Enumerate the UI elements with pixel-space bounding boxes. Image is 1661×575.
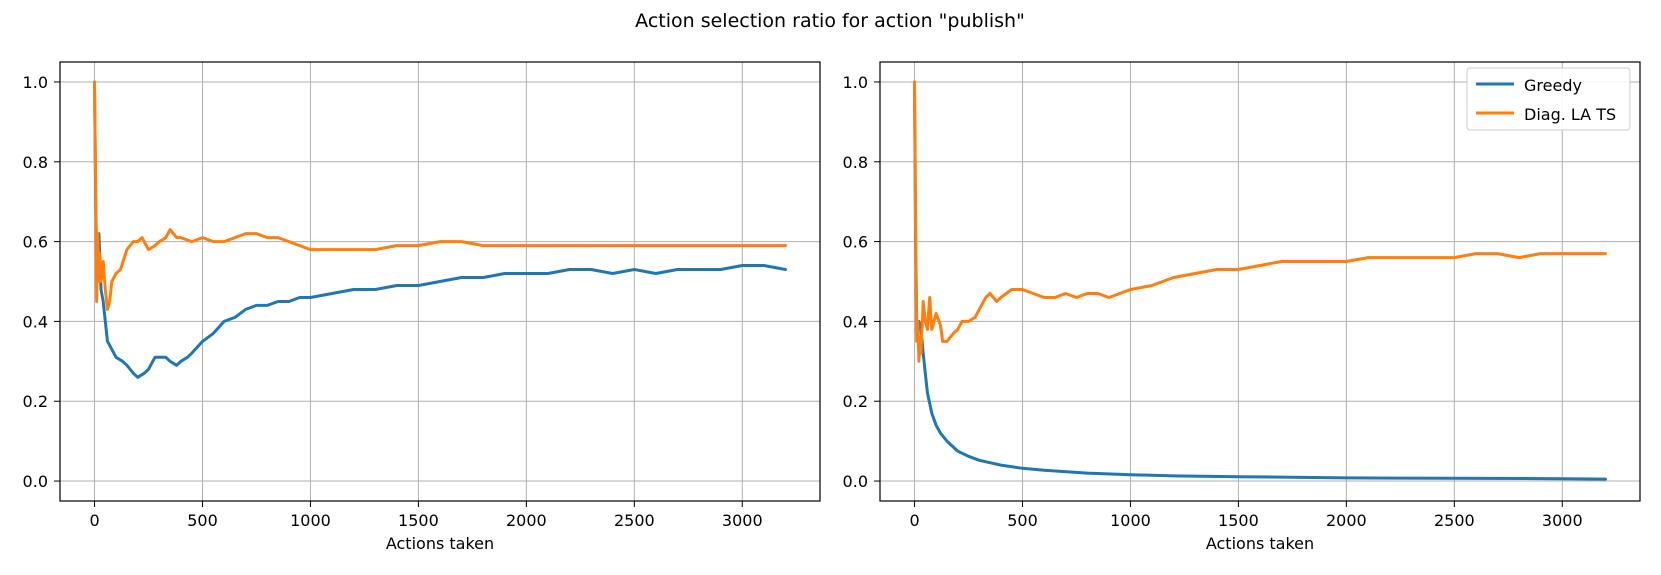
x-tick-label: 500 (187, 511, 218, 530)
y-tick-label: 1.0 (843, 73, 868, 92)
y-tick-label: 0.2 (843, 392, 868, 411)
x-tick-label: 3000 (722, 511, 763, 530)
x-tick-label: 1000 (290, 511, 331, 530)
x-axis-label: Actions taken (1206, 534, 1314, 553)
x-tick-label: 2000 (506, 511, 547, 530)
legend-label-greedy: Greedy (1524, 76, 1582, 95)
y-tick-label: 1.0 (23, 73, 48, 92)
figure-title: Action selection ratio for action "publi… (635, 10, 1025, 32)
x-tick-label: 1000 (1110, 511, 1151, 530)
legend: Greedy Diag. LA TS (1466, 67, 1631, 131)
x-tick-label: 1500 (398, 511, 439, 530)
x-tick-label: 2500 (614, 511, 655, 530)
x-tick-label: 1500 (1218, 511, 1259, 530)
x-tick-label: 2500 (1434, 511, 1475, 530)
y-tick-label: 0.0 (23, 472, 48, 491)
axes-frame (59, 61, 821, 502)
y-tick-label: 0.8 (23, 153, 48, 172)
axes-frame (879, 61, 1641, 502)
chart-panel-left: 0 500 1000 1500 2000 2500 3000 0.0 0.2 0.4 0.6 0.8 1… (23, 61, 821, 553)
series-line-greedy (913, 80, 1607, 481)
series-line-greedy (93, 80, 787, 379)
y-tick-label: 0.4 (23, 312, 48, 331)
legend-label-diag-la-ts: Diag. LA TS (1524, 105, 1616, 124)
series-line-diag-la-ts (913, 80, 1607, 363)
y-tick-label: 0.2 (23, 392, 48, 411)
x-tick-label: 2000 (1326, 511, 1367, 530)
x-tick-label: 500 (1007, 511, 1038, 530)
y-tick-label: 0.8 (843, 153, 868, 172)
y-tick-label: 0.4 (843, 312, 868, 331)
y-tick-label: 0.0 (843, 472, 868, 491)
y-tick-label: 0.6 (843, 233, 868, 252)
x-tick-label: 0 (909, 511, 919, 530)
x-tick-label: 3000 (1542, 511, 1583, 530)
chart-panel-right: 0 500 1000 1500 2000 2500 3000 0.0 0.2 0.4 0.6 0.8 1… (843, 61, 1641, 553)
x-axis-label: Actions taken (386, 534, 494, 553)
y-tick-label: 0.6 (23, 233, 48, 252)
x-tick-label: 0 (89, 511, 99, 530)
series-line-diag-la-ts (93, 80, 787, 311)
